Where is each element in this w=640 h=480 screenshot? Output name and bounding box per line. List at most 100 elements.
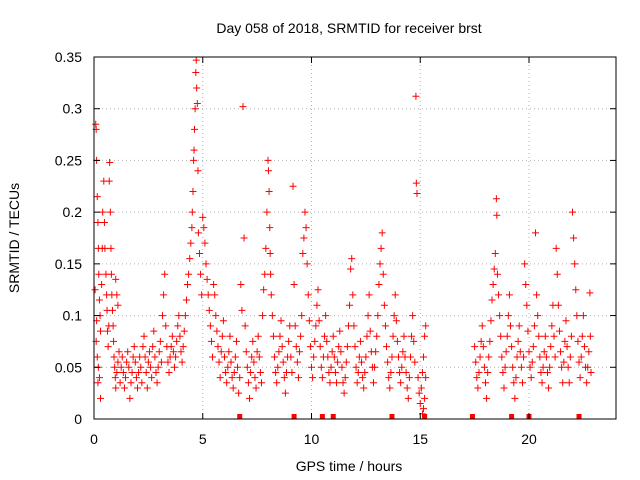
data-point xyxy=(389,332,397,340)
y-tick-label: 0.35 xyxy=(55,49,82,65)
data-point xyxy=(156,337,164,345)
data-point xyxy=(94,379,102,387)
data-point xyxy=(269,332,277,340)
data-point xyxy=(107,270,115,278)
data-point xyxy=(380,301,388,309)
data-point xyxy=(165,368,173,376)
data-point xyxy=(378,229,386,237)
data-point xyxy=(155,348,163,356)
data-point xyxy=(415,389,423,397)
data-point xyxy=(511,394,519,402)
data-point xyxy=(104,343,112,351)
data-point xyxy=(526,363,534,371)
data-point xyxy=(159,312,167,320)
data-point xyxy=(300,234,308,242)
data-point xyxy=(372,348,380,356)
data-point xyxy=(418,368,426,376)
x-tick-label: 15 xyxy=(412,431,428,447)
x-tick-label: 0 xyxy=(90,431,98,447)
data-point xyxy=(110,337,118,345)
data-point xyxy=(325,368,333,376)
data-point xyxy=(497,332,505,340)
data-point xyxy=(493,270,501,278)
data-point xyxy=(178,358,186,366)
data-point xyxy=(309,374,317,382)
data-point xyxy=(326,379,334,387)
data-point xyxy=(315,317,323,325)
data-point xyxy=(577,353,585,361)
data-point xyxy=(336,327,344,335)
y-axis-label: SRMTID / TECUs xyxy=(6,183,22,293)
data-point xyxy=(334,358,342,366)
data-point xyxy=(398,363,406,371)
data-point xyxy=(550,332,558,340)
data-point xyxy=(153,379,161,387)
data-point xyxy=(250,358,258,366)
y-tick-label: 0.15 xyxy=(55,256,82,272)
data-point xyxy=(547,343,555,351)
data-point xyxy=(416,399,424,407)
data-point xyxy=(256,368,264,376)
data-point xyxy=(576,374,584,382)
data-point xyxy=(302,224,310,232)
data-point xyxy=(172,353,180,361)
data-point xyxy=(374,312,382,320)
data-point xyxy=(193,84,201,92)
data-point xyxy=(573,312,581,320)
data-point xyxy=(321,332,329,340)
data-point xyxy=(262,244,270,252)
data-point xyxy=(182,296,190,304)
data-point xyxy=(397,379,405,387)
data-point xyxy=(339,379,347,387)
data-point xyxy=(384,358,392,366)
data-point xyxy=(322,312,330,320)
data-point xyxy=(129,353,137,361)
data-point xyxy=(289,182,297,190)
data-point xyxy=(554,301,562,309)
data-point xyxy=(476,353,484,361)
data-point xyxy=(422,374,430,382)
data-point xyxy=(390,312,398,320)
data-point xyxy=(306,343,314,351)
data-point xyxy=(240,234,248,242)
data-point xyxy=(303,260,311,268)
data-point xyxy=(536,353,544,361)
data-point xyxy=(103,327,111,335)
data-point xyxy=(421,332,429,340)
data-point xyxy=(232,337,240,345)
data-point xyxy=(480,363,488,371)
data-point xyxy=(405,374,413,382)
data-point xyxy=(414,374,422,382)
data-point xyxy=(377,244,385,252)
data-point xyxy=(100,218,108,226)
data-point xyxy=(489,281,497,289)
data-point xyxy=(338,363,346,371)
data-point xyxy=(118,353,126,361)
data-point xyxy=(525,348,533,356)
data-point xyxy=(498,353,506,361)
data-point xyxy=(584,363,592,371)
data-point xyxy=(117,363,125,371)
data-point xyxy=(417,384,425,392)
data-point xyxy=(243,363,251,371)
data-point xyxy=(154,363,162,371)
data-point xyxy=(241,322,249,330)
data-point xyxy=(304,291,312,299)
data-point xyxy=(491,250,499,258)
data-point xyxy=(181,312,189,320)
data-point xyxy=(316,343,324,351)
data-point xyxy=(360,384,368,392)
data-point xyxy=(272,368,280,376)
data-point xyxy=(113,368,121,376)
data-point xyxy=(349,291,357,299)
y-tick-label: 0.3 xyxy=(63,101,83,117)
data-point xyxy=(406,353,414,361)
data-point xyxy=(523,301,531,309)
data-point xyxy=(280,374,288,382)
data-point xyxy=(340,389,348,397)
data-point xyxy=(517,363,525,371)
data-point xyxy=(501,363,509,371)
data-point xyxy=(239,103,247,111)
data-point xyxy=(537,368,545,376)
data-point xyxy=(411,358,419,366)
